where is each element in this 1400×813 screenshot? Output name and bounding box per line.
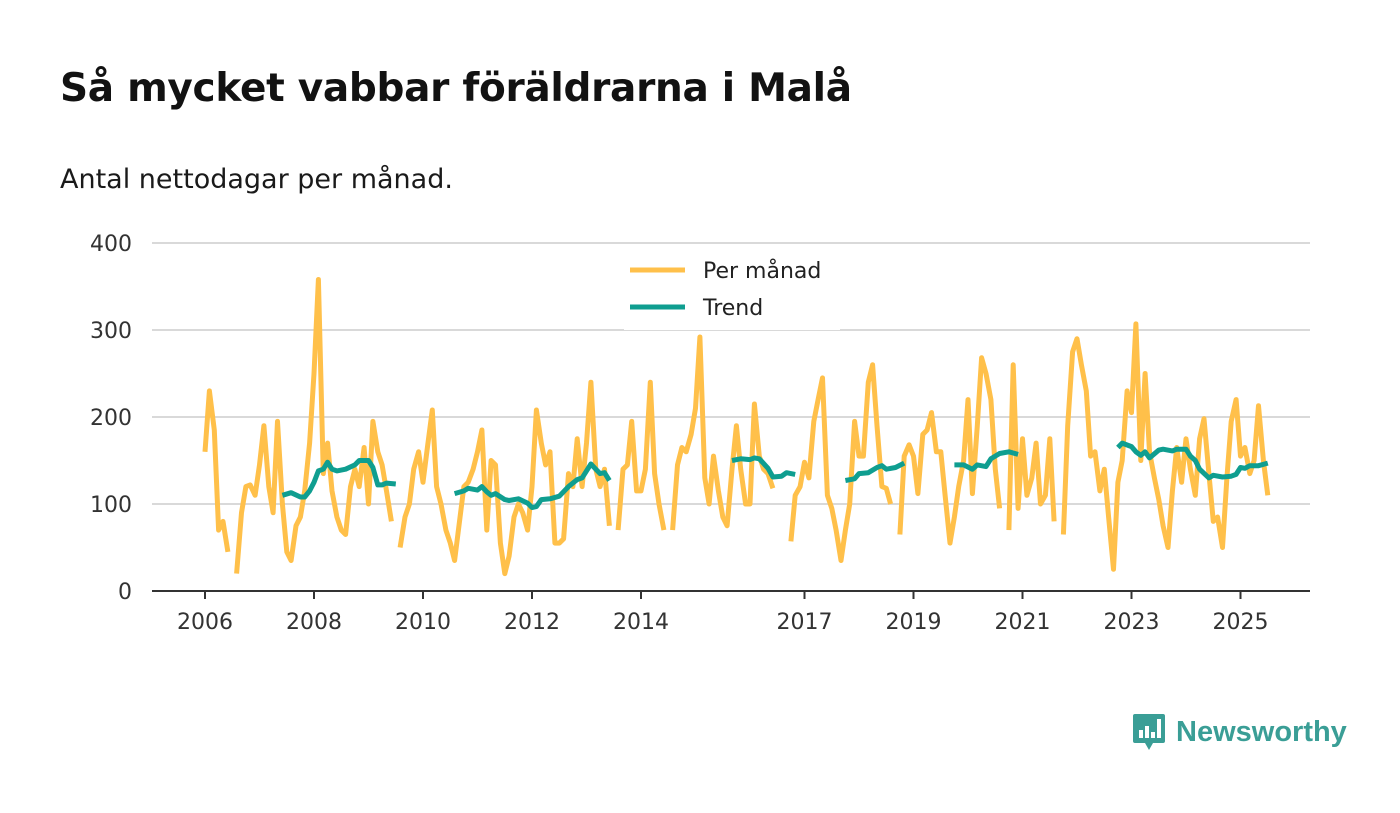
chart-title: Så mycket vabbar föräldrarna i Malå	[60, 66, 852, 111]
x-tick-label: 2021	[995, 610, 1051, 635]
x-tick-label: 2019	[886, 610, 942, 635]
series-line-per-manad-segment-4	[670, 334, 776, 531]
series-line-per-manad-segment-8	[1060, 321, 1271, 572]
newsworthy-brand: Newsworthy	[1132, 711, 1347, 753]
x-tick-label: 2014	[613, 610, 669, 635]
newsworthy-logo-icon	[1133, 714, 1165, 750]
x-tick-label: 2017	[777, 610, 833, 635]
axes: 0 100 200 300 400 2006 2008 2010 2012 2014 2017 201…	[90, 232, 1310, 635]
chart-subtitle: Antal nettodagar per månad.	[60, 164, 453, 195]
y-tick-label: 300	[90, 319, 132, 344]
series-line-per-manad-segment-3	[615, 379, 667, 531]
series-line-trend-segment-3	[844, 460, 906, 483]
x-tick-label: 2023	[1104, 610, 1160, 635]
y-tick-label: 0	[118, 580, 132, 605]
y-tick-label: 100	[90, 493, 132, 518]
y-tick-label: 200	[90, 406, 132, 431]
x-tick-label: 2025	[1213, 610, 1269, 635]
series-line-trend-segment-1	[453, 461, 612, 510]
x-tick-label: 2012	[504, 610, 560, 635]
x-tick-label: 2008	[286, 610, 342, 635]
legend-label-trend: Trend	[702, 296, 763, 321]
series-line-per-manad-segment-6	[897, 355, 1003, 546]
series-line-trend-segment-2	[731, 455, 796, 480]
series-line-trend-segment-0	[281, 458, 397, 500]
x-tick-label: 2010	[395, 610, 451, 635]
series-line-per-manad-segment-0	[202, 388, 231, 553]
series-line-trend-segment-4	[954, 449, 1019, 472]
legend: Per månad Trend	[624, 250, 840, 330]
series-line-trend-segment-5	[1116, 440, 1269, 481]
series	[202, 277, 1271, 577]
brand-name: Newsworthy	[1176, 715, 1347, 748]
series-line-per-manad-segment-1	[234, 277, 394, 574]
series-line-per-manad-segment-5	[788, 362, 894, 563]
x-tick-label: 2006	[177, 610, 233, 635]
series-line-per-manad-segment-2	[397, 379, 612, 577]
series-line-per-manad-segment-7	[1006, 362, 1057, 531]
legend-label-per-manad: Per månad	[703, 258, 821, 284]
y-tick-label: 400	[90, 232, 132, 257]
legend-background	[624, 250, 840, 330]
